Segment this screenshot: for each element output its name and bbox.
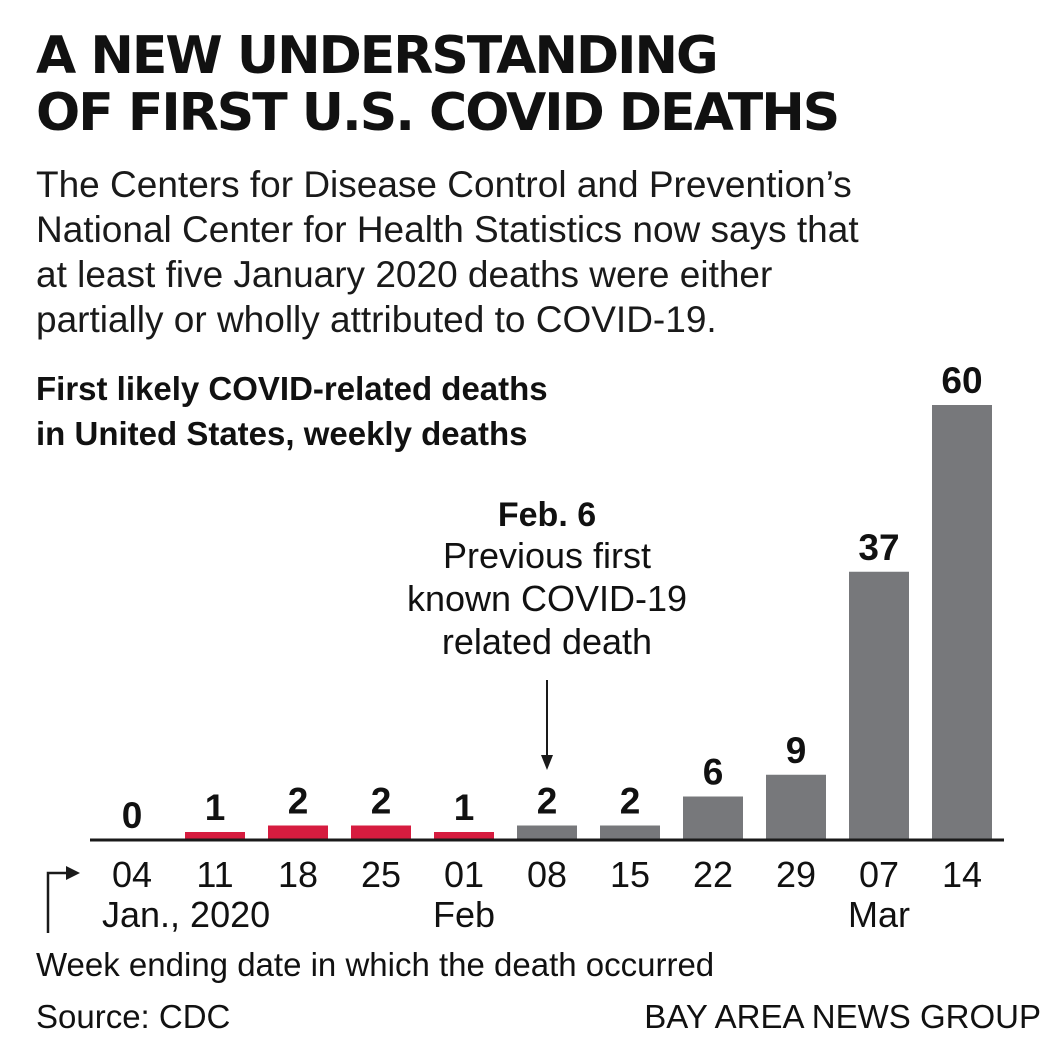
- headline: A NEW UNDERSTANDING OF FIRST U.S. COVID …: [36, 28, 1036, 142]
- tick-label-29-8: 29: [776, 854, 816, 895]
- bar-29: [766, 774, 826, 840]
- tick-label-15-6: 15: [610, 854, 650, 895]
- data-label-25: 2: [371, 781, 392, 822]
- data-label-08: 2: [537, 781, 558, 822]
- headline-line-2: OF FIRST U.S. COVID DEATHS: [36, 83, 840, 143]
- month-label-1: Feb: [433, 894, 495, 935]
- annotation-line-2: known COVID-19: [407, 578, 687, 619]
- tick-label-14-10: 14: [942, 854, 982, 895]
- dek-line-2: National Center for Health Statistics no…: [36, 209, 859, 250]
- data-label-15: 2: [620, 781, 641, 822]
- tick-label-25-3: 25: [361, 854, 401, 895]
- chart-title-line-2: in United States, weekly deaths: [36, 415, 528, 452]
- bar-25: [351, 825, 411, 840]
- tick-label-22-7: 22: [693, 854, 733, 895]
- caption-arrow-head: [66, 866, 80, 880]
- annotation-line-1: Previous first: [443, 535, 651, 576]
- tick-label-18-2: 18: [278, 854, 318, 895]
- publisher-credit: BAY AREA NEWS GROUP: [644, 998, 1041, 1035]
- headline-line-1: A NEW UNDERSTANDING: [36, 26, 719, 86]
- data-label-04: 0: [122, 795, 143, 836]
- chart-title-line-1: First likely COVID-related deaths: [36, 370, 548, 407]
- bar-11: [185, 832, 245, 840]
- annotation-arrow-head: [541, 755, 553, 770]
- annotation-line-3: related death: [442, 621, 652, 662]
- tick-label-11-1: 11: [196, 854, 233, 895]
- month-label-2: Mar: [848, 894, 910, 935]
- tick-label-01-4: 01: [444, 854, 484, 895]
- data-label-22: 6: [703, 752, 724, 793]
- dek-line-3: at least five January 2020 deaths were e…: [36, 254, 773, 295]
- tick-label-07-9: 07: [859, 854, 899, 895]
- data-label-14: 60: [941, 360, 982, 401]
- bar-08: [517, 825, 577, 840]
- bar-15: [600, 825, 660, 840]
- source-note: Source: CDC: [36, 998, 231, 1035]
- month-label-0: Jan., 2020: [102, 894, 270, 935]
- caption-arrow-line: [46, 871, 68, 933]
- data-label-07: 37: [858, 527, 899, 568]
- data-label-29: 9: [786, 730, 807, 771]
- bar-07: [849, 571, 909, 840]
- chart-title: First likely COVID-related deaths in Uni…: [36, 366, 736, 456]
- bar-22: [683, 796, 743, 840]
- bar-01: [434, 832, 494, 840]
- dek-line-4: partially or wholly attributed to COVID-…: [36, 299, 717, 340]
- data-label-11: 1: [205, 787, 226, 828]
- annotation-heading: Feb. 6: [498, 496, 596, 534]
- x-axis-caption: Week ending date in which the death occu…: [36, 946, 715, 983]
- dek-line-1: The Centers for Disease Control and Prev…: [36, 164, 852, 205]
- dek: The Centers for Disease Control and Prev…: [36, 162, 1036, 342]
- tick-label-04-0: 04: [112, 854, 152, 895]
- bar-18: [268, 825, 328, 840]
- bar-14: [932, 405, 992, 840]
- tick-label-08-5: 08: [527, 854, 567, 895]
- data-label-18: 2: [288, 781, 309, 822]
- data-label-01: 1: [454, 787, 475, 828]
